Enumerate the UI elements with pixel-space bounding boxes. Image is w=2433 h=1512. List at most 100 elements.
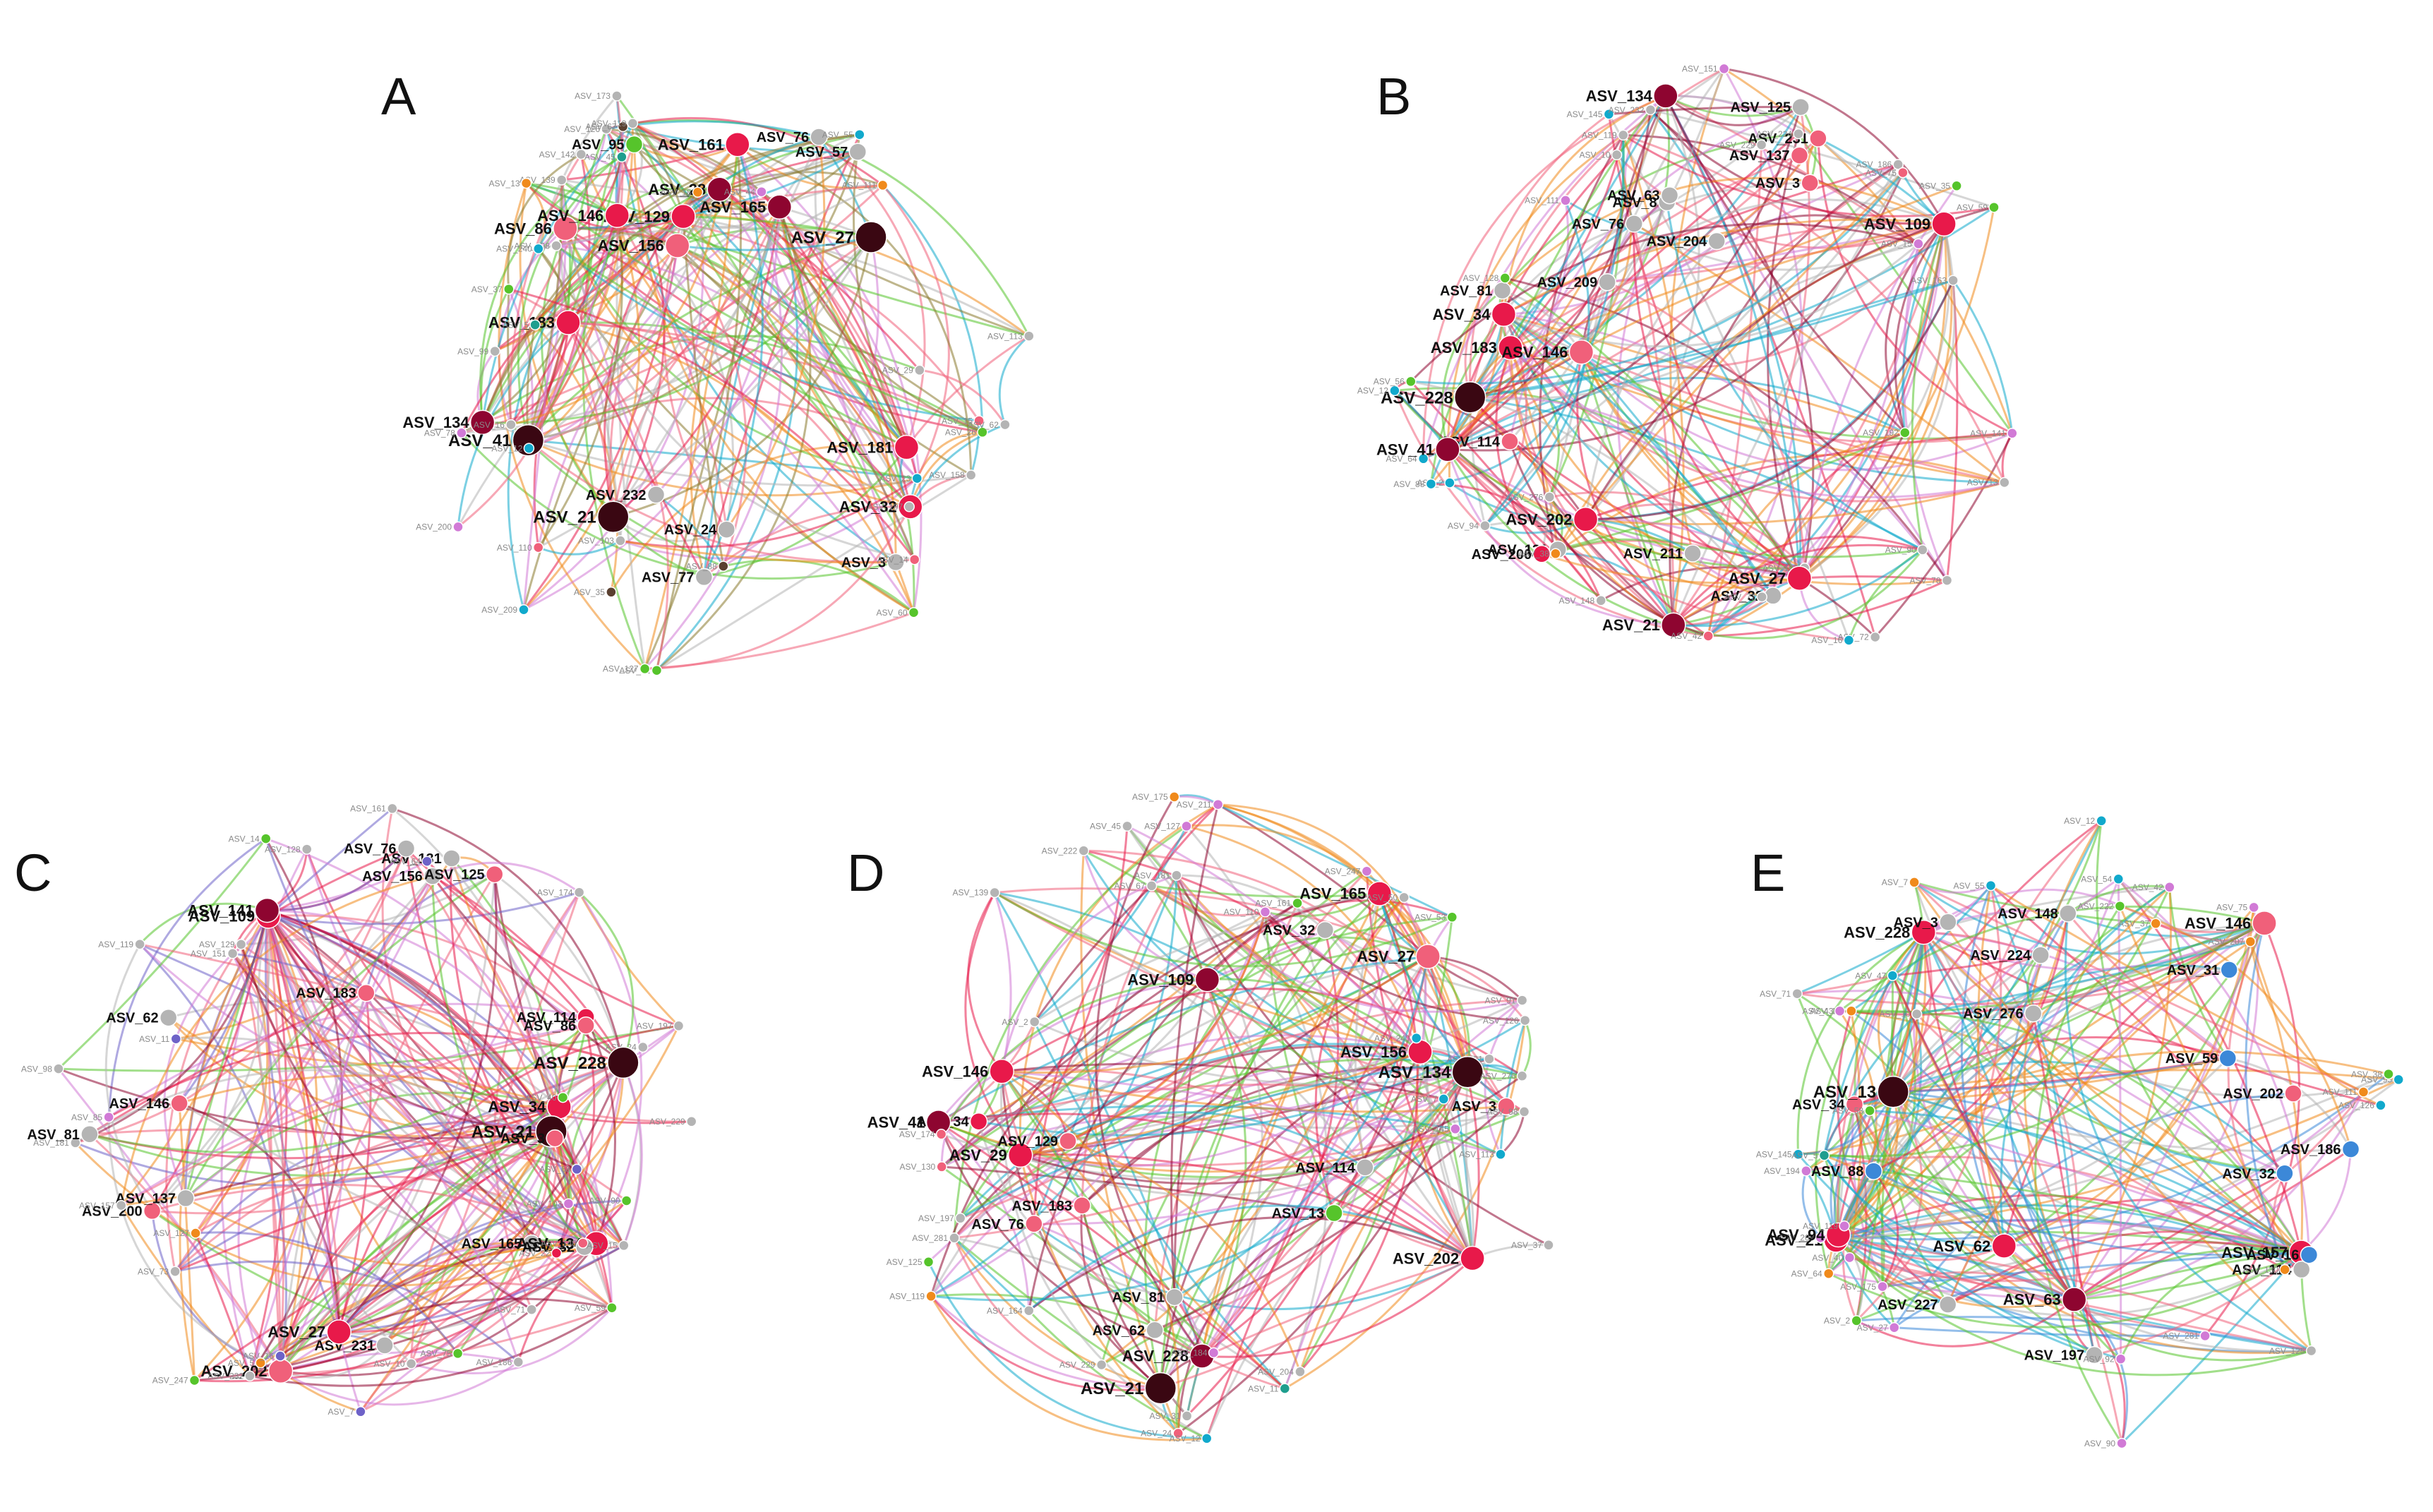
node-label: ASV_200: [1472, 547, 1532, 563]
network-edge: [555, 244, 980, 422]
network-node: [1316, 920, 1335, 940]
node-label: ASV_114: [517, 1010, 577, 1026]
network-node: [1450, 1123, 1461, 1135]
node-label: ASV_110: [497, 543, 532, 553]
network-node: [1078, 845, 1090, 856]
network-edge: [1173, 979, 1208, 1297]
network-edge: [1836, 1239, 2312, 1352]
network-edge: [527, 179, 567, 441]
node-label: ASV_27: [1728, 570, 1786, 587]
node-label: ASV_16: [1811, 635, 1842, 645]
node-label: ASV_13: [1272, 1206, 1325, 1222]
network-edge: [1854, 1103, 2312, 1355]
network-edge: [1873, 1170, 1899, 1288]
network-edge: [978, 1084, 1444, 1123]
node-label: ASV_186: [476, 1357, 512, 1367]
network-edge: [959, 1057, 1490, 1220]
network-edge: [1799, 575, 1947, 582]
network-node: [965, 469, 977, 481]
network-node: [1194, 967, 1220, 992]
network-edge: [953, 825, 1187, 1238]
network-edge: [107, 1117, 282, 1372]
node-label: ASV_148: [541, 1238, 577, 1248]
node-label: ASV_247: [1325, 866, 1361, 876]
network-edge: [2032, 1013, 2096, 1355]
network-node: [977, 426, 988, 438]
network-edge: [633, 143, 780, 211]
network-edge: [919, 368, 1007, 426]
node-label: ASV_21: [533, 508, 596, 527]
network-node: [607, 1046, 639, 1079]
node-label: ASV_63: [2003, 1291, 2061, 1309]
network-node: [999, 419, 1011, 431]
network-edge: [2121, 1252, 2302, 1444]
network-node: [925, 1290, 937, 1302]
network-edge: [1206, 1058, 1490, 1439]
node-label: ASV_98: [21, 1064, 52, 1074]
node-label: ASV_67: [1115, 881, 1146, 891]
node-label: ASV_86: [524, 1019, 577, 1034]
network-edge: [1028, 1309, 1208, 1440]
network-edge: [726, 136, 826, 531]
network-edge: [268, 915, 553, 1132]
node-label: ASV_202: [1393, 1249, 1459, 1267]
network-edge: [1510, 222, 1945, 349]
node-label: ASV_92: [2084, 1354, 2115, 1364]
node-label: ASV_113: [987, 331, 1023, 341]
node-label: ASV_21: [1602, 616, 1660, 634]
node-label: ASV_281: [2163, 1331, 2199, 1341]
network-edge: [426, 860, 625, 1064]
network-edge: [909, 424, 1006, 508]
node-label: ASV_156: [1340, 1043, 1407, 1061]
network-edge: [644, 144, 739, 669]
network-edge: [1835, 886, 2170, 1241]
network-edge: [1606, 198, 1945, 283]
network-node: [1793, 128, 1804, 140]
network-edge: [267, 848, 407, 912]
network-edge: [1033, 1127, 1456, 1225]
network-node: [134, 938, 145, 950]
network-node: [1356, 1158, 1374, 1177]
network-edge: [1798, 207, 1995, 580]
network-node: [452, 521, 464, 533]
network-node: [1499, 272, 1511, 284]
network-edge: [1509, 347, 1674, 626]
network-node: [1366, 881, 1393, 906]
node-label: ASV_175: [1132, 792, 1168, 802]
network-edge: [1175, 875, 1522, 1013]
network-edge: [704, 446, 908, 578]
network-node: [1023, 1304, 1035, 1316]
network-edge: [1521, 1020, 1532, 1077]
network-edge: [1446, 281, 1609, 450]
network-node: [170, 1033, 182, 1045]
network-edge: [498, 183, 646, 670]
network-node: [717, 520, 736, 539]
network-node: [1073, 1196, 1091, 1215]
network-node: [423, 867, 442, 885]
network-edge: [57, 1068, 282, 1372]
node-label: ASV_8: [1612, 196, 1657, 211]
node-label: ASV_126: [1483, 1016, 1519, 1026]
node-label: ASV_40: [525, 1093, 556, 1103]
network-node: [707, 176, 732, 203]
network-edge: [703, 144, 764, 578]
network-node: [532, 541, 544, 553]
network-edge: [930, 1295, 1207, 1441]
node-label: ASV_181: [33, 1138, 69, 1148]
network-node: [533, 243, 544, 255]
network-edge: [1796, 992, 2005, 1247]
network-edge: [185, 1105, 560, 1199]
panel-c-letter: C: [14, 844, 52, 902]
network-edge: [567, 322, 705, 578]
node-label: ASV_24: [664, 522, 717, 538]
network-edge: [2300, 1149, 2352, 1254]
node-label: ASV_130: [899, 1162, 935, 1172]
network-edge: [1669, 68, 1726, 554]
network-edge: [493, 873, 625, 1063]
network-node: [1718, 63, 1730, 75]
network-node: [1146, 1321, 1164, 1340]
network-edge: [1020, 1075, 1523, 1185]
network-node: [170, 1094, 188, 1112]
network-node: [903, 501, 915, 512]
node-label: ASV_50: [1366, 893, 1398, 903]
